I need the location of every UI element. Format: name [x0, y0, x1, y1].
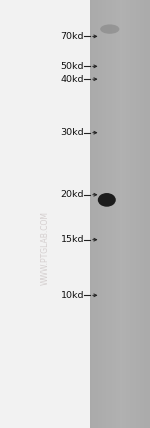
Bar	[100, 0, 102, 428]
Bar	[104, 0, 106, 428]
Bar	[112, 0, 114, 428]
Bar	[146, 0, 148, 428]
Bar	[98, 0, 100, 428]
Text: 10kd: 10kd	[60, 291, 84, 300]
Bar	[92, 0, 94, 428]
Bar	[134, 0, 136, 428]
Bar	[122, 0, 124, 428]
Bar	[90, 0, 150, 428]
Bar	[96, 0, 98, 428]
Bar	[142, 0, 144, 428]
Bar	[110, 0, 112, 428]
Bar	[124, 0, 126, 428]
Bar	[0, 0, 90, 428]
Bar	[108, 0, 110, 428]
Text: WWW.PTGLAB.COM: WWW.PTGLAB.COM	[40, 211, 50, 285]
Bar	[144, 0, 146, 428]
Bar	[126, 0, 128, 428]
Ellipse shape	[98, 193, 116, 207]
Text: 50kd: 50kd	[60, 62, 84, 71]
Text: 20kd: 20kd	[60, 190, 84, 199]
Bar	[116, 0, 118, 428]
Text: 30kd: 30kd	[60, 128, 84, 137]
Bar	[138, 0, 140, 428]
Text: 70kd: 70kd	[60, 32, 84, 41]
Bar	[148, 0, 150, 428]
Bar	[130, 0, 132, 428]
Bar	[90, 0, 92, 428]
Bar	[114, 0, 116, 428]
Bar	[118, 0, 120, 428]
Text: 40kd: 40kd	[60, 74, 84, 84]
Bar	[140, 0, 142, 428]
Bar	[132, 0, 134, 428]
Bar	[106, 0, 108, 428]
Bar	[94, 0, 96, 428]
Bar	[102, 0, 104, 428]
Bar	[136, 0, 138, 428]
Ellipse shape	[100, 24, 119, 34]
Bar	[120, 0, 122, 428]
Text: 15kd: 15kd	[60, 235, 84, 244]
Bar	[128, 0, 130, 428]
